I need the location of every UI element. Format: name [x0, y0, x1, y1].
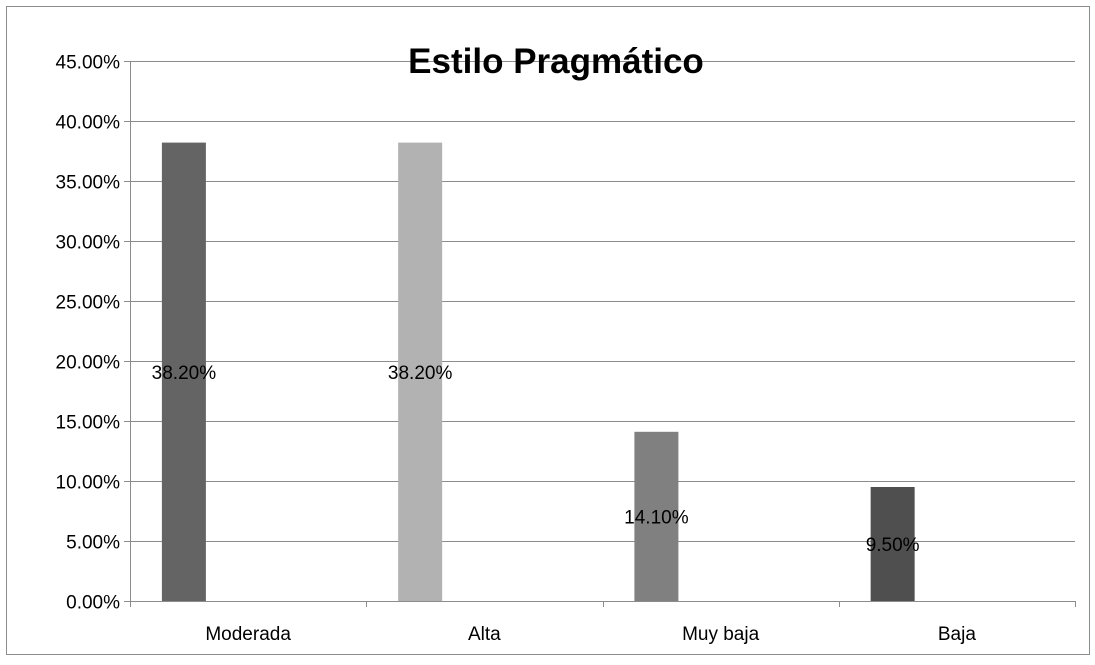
y-tick-label: 40.00% — [56, 113, 121, 134]
axes — [130, 61, 1076, 607]
y-tick-label: 45.00% — [56, 53, 121, 74]
y-tick-label: 35.00% — [56, 173, 121, 194]
x-tick-label: Moderada — [205, 624, 291, 645]
x-tick-label: Alta — [468, 624, 501, 645]
y-axis-tick-labels: 0.00% 5.00% 10.00% 15.00% 20.00% 25.00% 30.00%… — [56, 53, 130, 614]
y-tick-label: 15.00% — [56, 413, 121, 434]
chart-title: Estilo Pragmático — [408, 42, 704, 81]
bar-muy-baja — [634, 431, 679, 601]
data-label: 9.50% — [866, 535, 920, 556]
y-tick-label: 30.00% — [56, 233, 121, 254]
data-label: 38.20% — [388, 363, 453, 384]
y-tick-label: 25.00% — [56, 293, 121, 314]
bar-alta — [398, 142, 443, 601]
gridlines — [130, 61, 1075, 542]
y-tick-label: 5.00% — [66, 533, 120, 554]
data-label: 14.10% — [624, 507, 689, 528]
x-tick-label: Muy baja — [682, 624, 760, 645]
x-axis-tick-labels: Moderada Alta Muy baja Baja — [205, 624, 976, 645]
bars — [161, 142, 915, 601]
bar-moderada — [161, 142, 206, 601]
data-labels: 38.20% 38.20% 14.10% 9.50% — [152, 363, 920, 556]
y-tick-label: 20.00% — [56, 353, 121, 374]
x-tick-label: Baja — [938, 624, 976, 645]
data-label: 38.20% — [152, 363, 217, 384]
bar-baja — [870, 487, 915, 601]
y-tick-label: 10.00% — [56, 473, 121, 494]
y-tick-label: 0.00% — [66, 593, 120, 614]
